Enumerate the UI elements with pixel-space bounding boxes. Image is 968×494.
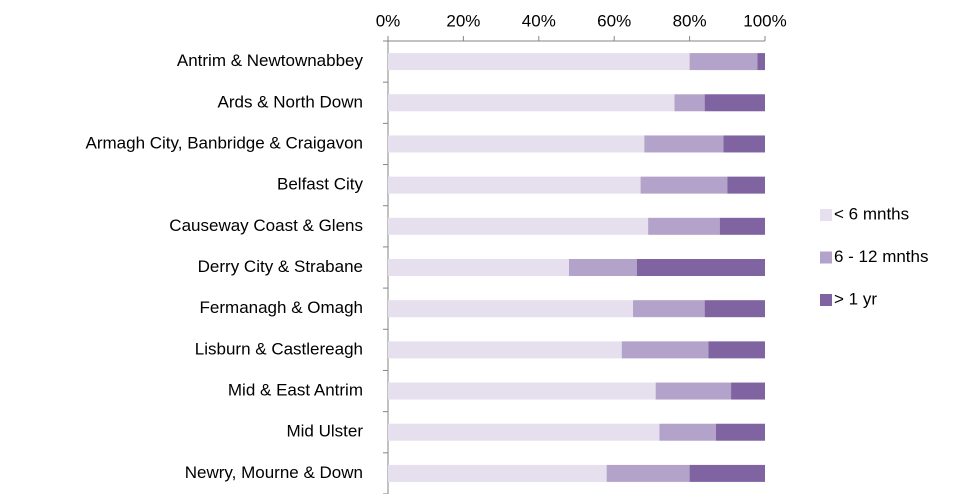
y-tick-label: Mid Ulster <box>286 422 363 441</box>
bar-segment <box>689 53 758 71</box>
bar-segment <box>621 341 709 359</box>
x-tick-label: 40% <box>522 11 556 30</box>
y-tick-label: Antrim & Newtownabbey <box>177 51 364 70</box>
bar-segment <box>719 217 765 235</box>
bar-segment <box>715 423 765 441</box>
y-tick-label: Derry City & Strabane <box>198 257 363 276</box>
bar-segment <box>388 341 622 359</box>
bar-segment <box>704 94 765 112</box>
y-tick-label: Armagh City, Banbridge & Craigavon <box>86 133 364 152</box>
y-tick-label: Mid & East Antrim <box>228 381 363 400</box>
y-tick-label: Newry, Mourne & Down <box>185 463 363 482</box>
bar-segment <box>704 300 765 318</box>
bar-segment <box>568 259 637 276</box>
bar-segment <box>655 382 732 400</box>
bar-segment <box>388 259 569 276</box>
bar-segment <box>731 382 765 400</box>
bar-segment <box>388 135 645 153</box>
bar-segment <box>388 217 649 235</box>
bar-segment <box>388 382 656 400</box>
bar-segment <box>388 423 660 441</box>
bar-segment <box>648 217 720 235</box>
legend-swatch <box>820 209 832 221</box>
x-tick-label: 100% <box>743 11 786 30</box>
legend-label: 6 - 12 mnths <box>834 247 929 266</box>
x-tick-label: 60% <box>597 11 631 30</box>
y-tick-label: Lisburn & Castlereagh <box>195 339 363 358</box>
bar-segment <box>388 464 607 482</box>
legend-swatch <box>820 294 832 306</box>
bar-segment <box>636 259 765 276</box>
x-tick-label: 80% <box>673 11 707 30</box>
y-tick-label: Causeway Coast & Glens <box>169 216 363 235</box>
bar-segment <box>727 176 765 194</box>
bar-segment <box>388 53 690 71</box>
legend-swatch <box>820 251 832 264</box>
bar-segment <box>757 53 765 71</box>
legend-label: < 6 mnths <box>834 204 909 223</box>
bar-segment <box>689 464 765 482</box>
legend-label: > 1 yr <box>834 289 877 308</box>
bar-segment <box>708 341 765 359</box>
bar-segment <box>633 300 705 318</box>
y-tick-label: Belfast City <box>277 175 363 194</box>
bar-segment <box>388 94 675 112</box>
bar-segment <box>644 135 724 153</box>
y-tick-label: Ards & North Down <box>218 92 364 111</box>
y-tick-label: Fermanagh & Omagh <box>200 298 363 317</box>
x-tick-label: 0% <box>376 11 401 30</box>
bar-segment <box>723 135 765 153</box>
bar-segment <box>388 300 634 318</box>
bar-segment <box>674 94 705 112</box>
bar-segment <box>606 464 690 482</box>
bar-segment <box>640 176 728 194</box>
bar-segment <box>388 176 641 194</box>
x-tick-label: 20% <box>446 11 480 30</box>
bar-segment <box>659 423 716 441</box>
